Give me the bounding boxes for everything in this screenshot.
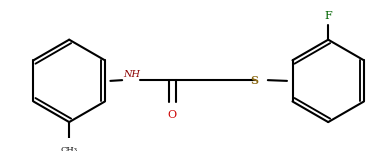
Text: F: F xyxy=(324,11,332,21)
Text: NH: NH xyxy=(124,70,141,79)
Text: S: S xyxy=(251,75,259,86)
Text: CH₃: CH₃ xyxy=(61,146,78,151)
Text: O: O xyxy=(168,110,177,120)
